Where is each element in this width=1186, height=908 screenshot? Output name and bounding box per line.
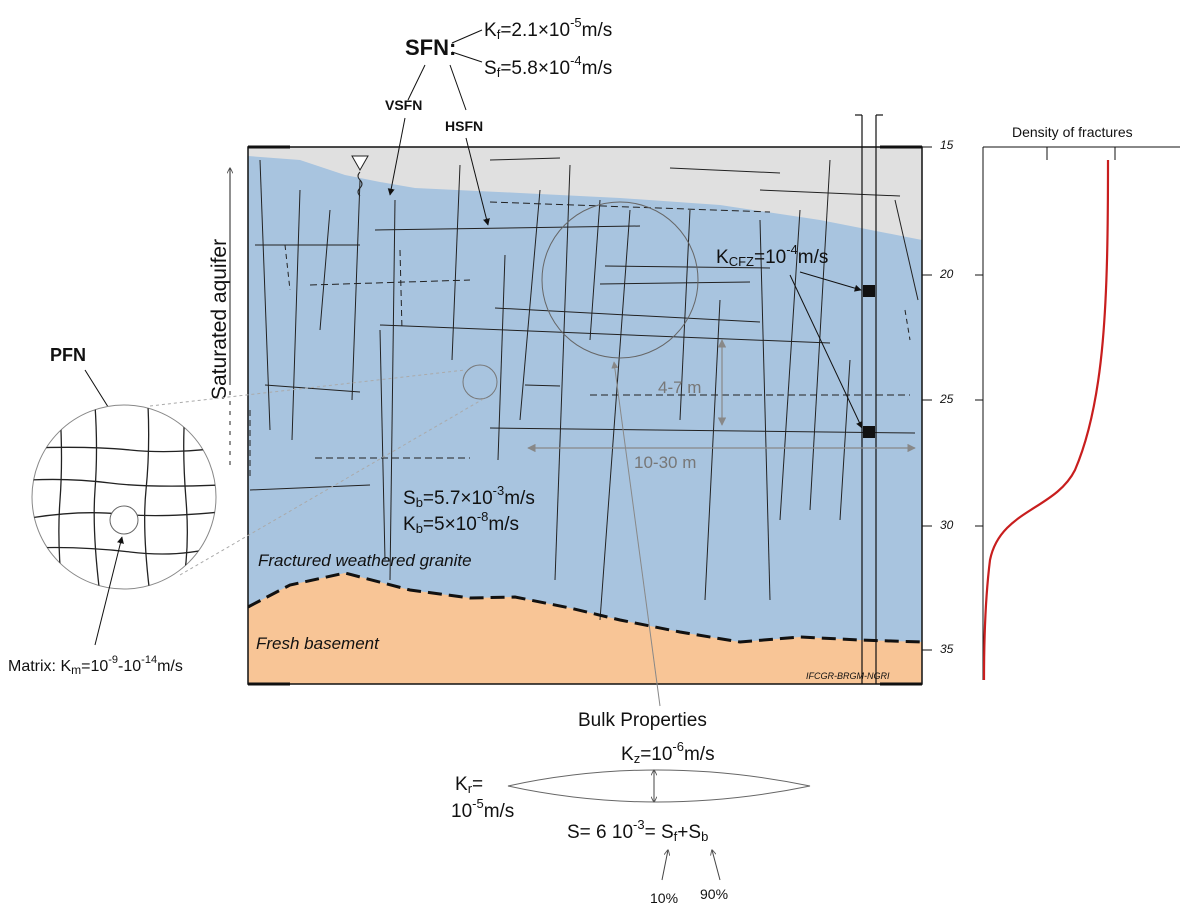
- matrix-arrow: [94, 536, 124, 646]
- kb-value: Kb=5×10-8m/s: [403, 509, 519, 536]
- cross-section-block: [248, 147, 922, 684]
- depth-scale: [922, 146, 932, 651]
- bulk-arrow: [611, 361, 661, 707]
- pct-b-arrow: [712, 850, 721, 881]
- sfn-sf: Sf=5.8×10-4m/s: [484, 53, 612, 80]
- pct-f-arrow: [661, 850, 668, 881]
- pfn-source-circle: [462, 364, 498, 400]
- density-axes: [975, 146, 1180, 680]
- depth-tick-15: 15: [940, 138, 954, 152]
- horizontal-dimension-label: 10-30 m: [634, 453, 696, 472]
- vsfn-label: VSFN: [385, 97, 422, 113]
- bulk-ellipse: [507, 769, 811, 803]
- credit-label: IFCGR-BRGM-NGRI: [806, 671, 890, 681]
- sb-value: Sb=5.7×10-3m/s: [403, 483, 535, 510]
- depth-tick-35: 35: [940, 642, 954, 656]
- aquifer-zone: [248, 156, 922, 684]
- depth-tick-30: 30: [940, 518, 954, 532]
- block-frame: [247, 146, 923, 685]
- matrix-circle: [109, 505, 139, 535]
- vsfn-arrow: [387, 117, 406, 196]
- kcfz-arrow-upper: [799, 271, 862, 292]
- kcfz-arrow-lower: [789, 274, 863, 429]
- pct-b-label: 90%: [700, 886, 728, 902]
- density-curve: [982, 159, 1110, 681]
- sfn-label: SFN:: [405, 35, 456, 60]
- matrix-label: Matrix: Km=10-9-10-14m/s: [8, 654, 183, 677]
- bulk-kz: Kz=10-6m/s: [621, 739, 715, 766]
- cfz-marker-lower: [863, 426, 875, 438]
- pct-f-label: 10%: [650, 890, 678, 906]
- water-table-icon: [351, 155, 369, 197]
- rev-circle: [541, 201, 699, 359]
- bulk-storage: S= 6 10-3= Sf+Sb: [567, 817, 708, 844]
- depth-tick-20: 20: [939, 267, 954, 281]
- hsfn-arrow: [465, 137, 490, 226]
- bulk-kr-value: 10-5m/s: [451, 796, 514, 822]
- fresh-basement-zone: [248, 573, 922, 684]
- depth-tick-25: 25: [939, 392, 954, 406]
- cfz-marker-upper: [863, 285, 875, 297]
- borehole: [855, 114, 883, 684]
- pfn-label: PFN: [50, 345, 86, 365]
- kcfz-label: KCFZ=10-4m/s: [716, 242, 828, 269]
- weathered-granite-label: Fractured weathered granite: [258, 551, 472, 570]
- hsfn-label: HSFN: [445, 118, 483, 134]
- sfn-kf: Kf=2.1×10-5m/s: [484, 15, 612, 42]
- saturated-aquifer-label: Saturated aquifer: [208, 239, 231, 400]
- bulk-title: Bulk Properties: [578, 710, 707, 731]
- fresh-basement-label: Fresh basement: [256, 634, 380, 653]
- density-title: Density of fractures: [1012, 124, 1133, 140]
- bulk-kr: Kr=: [455, 774, 483, 796]
- vertical-dimension-label: 4-7 m: [658, 378, 701, 397]
